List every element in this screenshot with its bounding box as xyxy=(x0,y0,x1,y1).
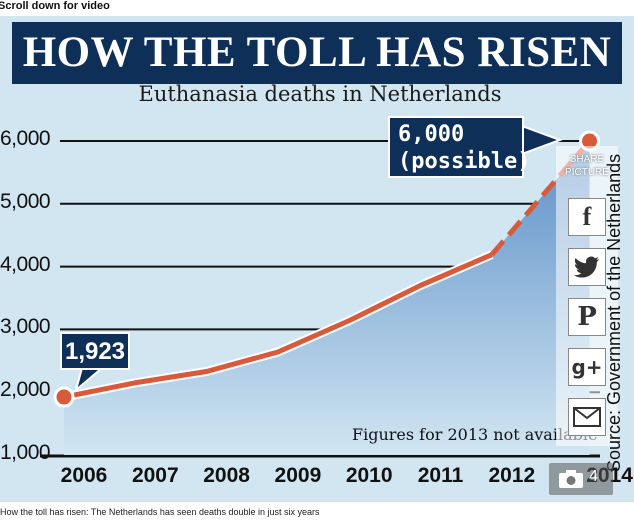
facebook-share-button[interactable]: f xyxy=(568,198,606,236)
google-plus-icon: g+ xyxy=(571,355,603,379)
y-tick-label: 6,000 xyxy=(0,127,51,150)
x-tick-label: 2010 xyxy=(345,464,393,487)
image-caption: How the toll has risen: The Netherlands … xyxy=(0,507,320,517)
share-label-line1: SHARE xyxy=(569,154,605,165)
pinterest-icon: P xyxy=(577,302,597,332)
email-icon xyxy=(573,407,601,427)
pinterest-share-button[interactable]: P xyxy=(568,298,606,336)
chart-svg xyxy=(40,124,601,458)
end-value-qualifier: (possible) xyxy=(398,149,531,174)
gallery-button[interactable]: 4 xyxy=(549,463,613,495)
y-tick-label: 5,000 xyxy=(0,189,51,213)
x-tick-label: 2012 xyxy=(488,464,536,487)
x-tick-label: 2011 xyxy=(417,464,464,487)
series-area xyxy=(64,141,590,455)
x-tick-label: 2006 xyxy=(60,464,108,487)
x-tick-label: 2008 xyxy=(203,464,250,487)
share-label-line2: PICTURE xyxy=(565,167,609,178)
twitter-icon xyxy=(574,256,599,278)
share-panel: SHARE PICTURE f P g+ xyxy=(556,146,618,446)
y-tick-label: 3,000 xyxy=(0,315,51,339)
gallery-count: 4 xyxy=(589,468,598,485)
chart-graphic: HOW THE TOLL HAS RISEN Euthanasia deaths… xyxy=(0,16,634,502)
chart-subtitle: Euthanasia deaths in Netherlands xyxy=(138,82,502,106)
chart-footnote: Figures for 2013 not available xyxy=(352,425,598,444)
chart-source: Source: Government of the Netherlands xyxy=(604,153,624,472)
camera-icon xyxy=(559,470,583,488)
chart-title: HOW THE TOLL HAS RISEN xyxy=(22,29,612,76)
email-share-button[interactable] xyxy=(568,398,606,436)
series-line xyxy=(63,252,493,400)
twitter-share-button[interactable] xyxy=(568,248,606,286)
facebook-icon: f xyxy=(582,202,592,231)
title-banner: HOW THE TOLL HAS RISEN xyxy=(12,22,622,84)
end-value-callout: 6,000 (possible) xyxy=(388,116,531,178)
data-point-marker xyxy=(53,386,75,408)
y-tick-label: 2,000 xyxy=(0,378,51,402)
end-value-label: 6,000 xyxy=(398,122,465,147)
y-tick-label: 1,000 xyxy=(0,441,51,464)
start-value-callout: 1,923 xyxy=(60,332,130,370)
x-tick-label: 2009 xyxy=(274,464,322,487)
scroll-down-note[interactable]: Scroll down for video xyxy=(0,0,110,12)
x-tick-label: 2007 xyxy=(131,464,179,487)
share-label: SHARE PICTURE xyxy=(556,153,618,179)
google-plus-share-button[interactable]: g+ xyxy=(568,348,606,386)
y-tick-label: 4,000 xyxy=(0,252,51,276)
